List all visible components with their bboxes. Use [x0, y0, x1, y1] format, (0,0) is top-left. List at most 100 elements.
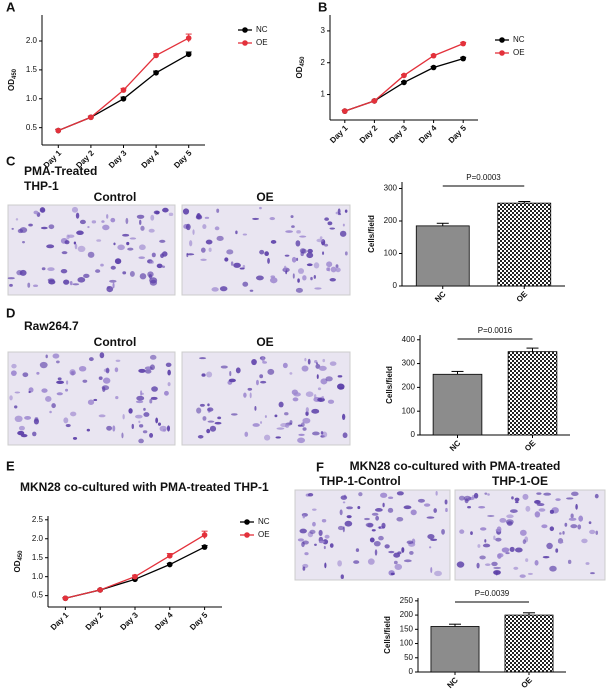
- cell: [480, 527, 487, 531]
- cell: [434, 570, 442, 577]
- cell: [22, 372, 29, 378]
- cell: [495, 570, 498, 576]
- cell: [280, 423, 289, 428]
- cell: [249, 289, 254, 292]
- cell: [289, 372, 293, 375]
- cell: [527, 572, 533, 575]
- point: [185, 51, 192, 58]
- cell: [264, 434, 271, 441]
- cell: [367, 523, 374, 528]
- cell: [70, 411, 77, 417]
- cell: [302, 417, 311, 424]
- cell: [505, 552, 510, 555]
- cell: [590, 572, 595, 575]
- micrograph: [454, 489, 606, 581]
- y-tick-label: 100: [400, 639, 414, 648]
- cell: [151, 252, 156, 258]
- cell: [433, 508, 437, 513]
- cell: [292, 273, 295, 279]
- p-value: P=0.0003: [466, 173, 501, 182]
- x-tick-label: NC: [448, 438, 463, 453]
- cell: [202, 224, 207, 230]
- cell: [109, 279, 117, 283]
- point: [401, 79, 407, 86]
- cell: [48, 279, 56, 285]
- cell: [20, 434, 28, 438]
- cell: [143, 412, 150, 417]
- y-tick-label: 200: [400, 610, 414, 619]
- cell: [63, 279, 70, 285]
- cell: [138, 424, 144, 428]
- cell: [314, 543, 317, 546]
- cell: [394, 563, 403, 570]
- x-tick-label: NC: [445, 675, 460, 690]
- cell: [267, 368, 275, 375]
- cell: [309, 529, 316, 535]
- legend-marker: [244, 532, 250, 538]
- cell: [128, 408, 133, 414]
- cell: [522, 493, 529, 500]
- cell: [229, 370, 232, 377]
- cell: [138, 244, 146, 251]
- cell: [165, 362, 172, 368]
- cell: [430, 567, 433, 574]
- cell: [304, 357, 307, 362]
- cell: [337, 525, 344, 531]
- cell: [301, 365, 309, 372]
- cell: [91, 220, 97, 224]
- point: [167, 561, 173, 568]
- cell: [342, 501, 346, 504]
- cell: [127, 247, 134, 251]
- cell: [161, 265, 166, 269]
- cell: [423, 503, 431, 507]
- legend-label: NC: [513, 35, 525, 44]
- cell: [393, 552, 401, 558]
- cell: [196, 407, 202, 414]
- cell: [484, 539, 487, 543]
- cell: [256, 379, 259, 386]
- cell: [300, 422, 305, 428]
- cell: [487, 493, 490, 496]
- cell: [346, 515, 352, 519]
- y-axis-label-main: OD: [7, 79, 16, 91]
- cell: [322, 358, 326, 363]
- cell: [510, 509, 518, 513]
- cell: [106, 285, 114, 293]
- cell: [305, 411, 309, 416]
- panel-letter: F: [316, 459, 324, 474]
- micrograph: [7, 351, 176, 446]
- cell: [262, 361, 268, 364]
- cell: [335, 267, 341, 273]
- micrograph: [181, 351, 351, 446]
- cell: [211, 287, 219, 292]
- y-tick-label: 300: [384, 184, 398, 193]
- y-tick-label: 2.0: [32, 534, 44, 543]
- cell: [10, 370, 17, 376]
- cell: [358, 492, 363, 497]
- cell: [594, 493, 599, 499]
- cell: [291, 225, 295, 228]
- cell: [79, 219, 86, 225]
- cell: [327, 221, 333, 226]
- cell: [226, 249, 234, 255]
- cell: [296, 257, 299, 262]
- cell: [269, 277, 278, 284]
- cell: [445, 507, 448, 513]
- legend-marker: [242, 27, 248, 33]
- cell: [555, 498, 561, 501]
- x-tick-label: OE: [523, 438, 538, 453]
- cell: [495, 537, 502, 542]
- image-label: OE: [256, 190, 273, 204]
- cell: [329, 361, 337, 366]
- y-tick-label: 0: [409, 667, 414, 676]
- cell: [291, 389, 298, 395]
- cell: [71, 206, 79, 213]
- x-tick-label: Day 5: [188, 610, 210, 632]
- cell: [388, 496, 394, 500]
- cell: [197, 435, 204, 439]
- cell: [297, 538, 304, 542]
- cell: [534, 511, 541, 518]
- chart-title: MKN28 co-cultured with PMA-treated THP-1: [20, 480, 269, 494]
- cell: [388, 550, 395, 554]
- cell: [27, 282, 31, 288]
